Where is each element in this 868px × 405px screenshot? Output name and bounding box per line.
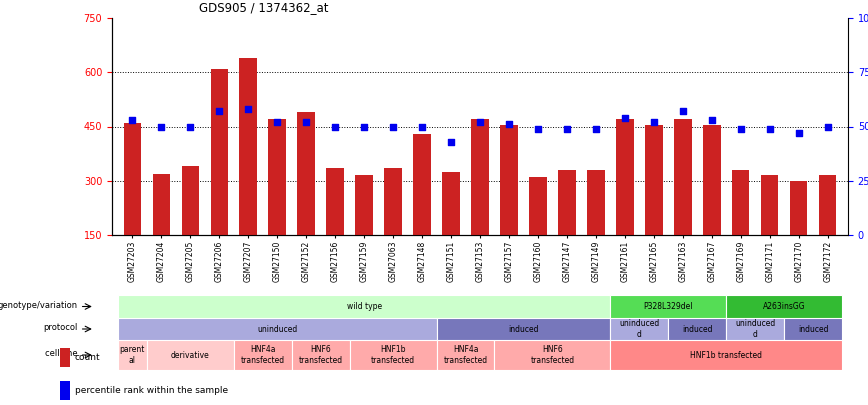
Bar xyxy=(240,58,257,235)
Bar xyxy=(610,318,668,340)
Point xyxy=(676,108,690,115)
Bar xyxy=(668,318,727,340)
Point xyxy=(328,123,342,130)
Point xyxy=(792,130,806,136)
Bar xyxy=(558,170,575,235)
Bar xyxy=(60,382,70,400)
Text: protocol: protocol xyxy=(43,324,77,333)
Bar xyxy=(350,340,437,370)
Point xyxy=(241,106,255,112)
Bar xyxy=(819,175,837,235)
Bar xyxy=(610,340,842,370)
Bar xyxy=(413,134,431,235)
Text: HNF6
transfected: HNF6 transfected xyxy=(299,345,343,364)
Bar xyxy=(727,295,842,318)
Bar xyxy=(298,112,315,235)
Bar xyxy=(588,170,605,235)
Point xyxy=(444,139,458,145)
Point xyxy=(763,126,777,132)
Text: induced: induced xyxy=(682,324,713,333)
Bar xyxy=(385,168,402,235)
Bar xyxy=(616,119,634,235)
Point xyxy=(705,117,719,123)
Point xyxy=(473,119,487,126)
Point xyxy=(357,123,371,130)
Bar xyxy=(118,340,147,370)
Bar xyxy=(147,340,233,370)
Bar xyxy=(529,177,547,235)
Text: A263insGG: A263insGG xyxy=(763,302,806,311)
Text: HNF4a
transfected: HNF4a transfected xyxy=(240,345,285,364)
Bar xyxy=(437,340,495,370)
Text: HNF1b transfected: HNF1b transfected xyxy=(690,350,762,360)
Bar xyxy=(437,318,610,340)
Bar xyxy=(495,340,610,370)
Bar xyxy=(500,125,517,235)
Point xyxy=(733,126,747,132)
Bar xyxy=(118,295,610,318)
Bar xyxy=(761,175,779,235)
Bar xyxy=(732,170,749,235)
Bar xyxy=(268,119,286,235)
Bar xyxy=(674,119,692,235)
Bar xyxy=(60,348,70,367)
Bar xyxy=(610,295,727,318)
Text: derivative: derivative xyxy=(171,350,209,360)
Point xyxy=(415,123,429,130)
Bar xyxy=(790,181,807,235)
Bar xyxy=(355,175,372,235)
Text: P328L329del: P328L329del xyxy=(643,302,693,311)
Bar xyxy=(181,166,199,235)
Text: cell line: cell line xyxy=(45,349,77,358)
Point xyxy=(386,123,400,130)
Text: GDS905 / 1374362_at: GDS905 / 1374362_at xyxy=(199,1,328,14)
Text: genotype/variation: genotype/variation xyxy=(0,301,77,310)
Text: HNF6
transfected: HNF6 transfected xyxy=(530,345,575,364)
Bar xyxy=(118,318,437,340)
Text: uninduced
d: uninduced d xyxy=(619,319,660,339)
Text: HNF1b
transfected: HNF1b transfected xyxy=(371,345,415,364)
Text: HNF4a
transfected: HNF4a transfected xyxy=(444,345,488,364)
Bar xyxy=(326,168,344,235)
Bar xyxy=(471,119,489,235)
Bar xyxy=(645,125,662,235)
Point xyxy=(125,117,139,123)
Text: uninduced: uninduced xyxy=(257,324,298,333)
Point xyxy=(155,123,168,130)
Bar xyxy=(292,340,350,370)
Bar xyxy=(785,318,842,340)
Text: induced: induced xyxy=(509,324,539,333)
Text: count: count xyxy=(75,353,101,362)
Point xyxy=(618,115,632,121)
Text: uninduced
d: uninduced d xyxy=(735,319,775,339)
Point xyxy=(560,126,574,132)
Bar xyxy=(703,125,720,235)
Point xyxy=(299,119,313,126)
Bar xyxy=(123,123,141,235)
Text: induced: induced xyxy=(798,324,828,333)
Point xyxy=(270,119,284,126)
Point xyxy=(821,123,835,130)
Point xyxy=(502,121,516,128)
Text: parent
al: parent al xyxy=(120,345,145,364)
Bar xyxy=(727,318,785,340)
Bar xyxy=(233,340,292,370)
Text: wild type: wild type xyxy=(346,302,382,311)
Bar xyxy=(443,172,460,235)
Bar xyxy=(153,173,170,235)
Point xyxy=(213,108,227,115)
Point xyxy=(531,126,545,132)
Point xyxy=(647,119,661,126)
Text: percentile rank within the sample: percentile rank within the sample xyxy=(75,386,228,395)
Bar xyxy=(211,68,228,235)
Point xyxy=(183,123,197,130)
Point xyxy=(589,126,603,132)
